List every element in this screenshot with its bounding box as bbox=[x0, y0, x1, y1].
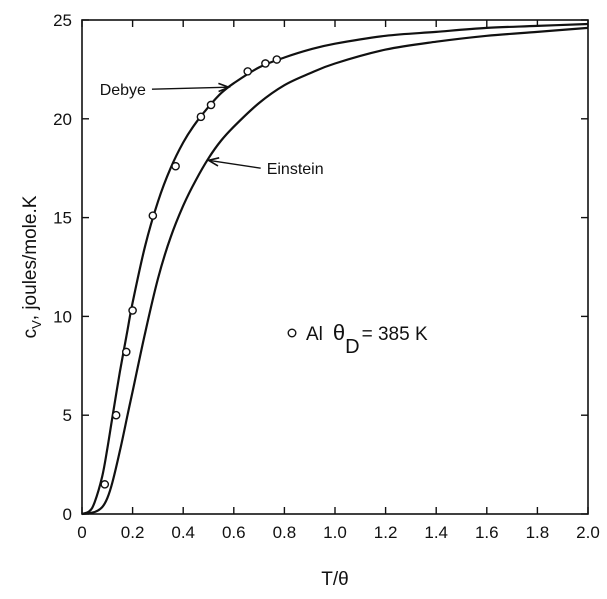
legend-label: Al θD= 385 K bbox=[306, 320, 428, 358]
y-tick-label: 5 bbox=[63, 406, 72, 425]
y-axis-label-main: c bbox=[20, 329, 41, 339]
x-tick-label: 0.2 bbox=[121, 523, 145, 542]
debye-curve bbox=[81, 22, 589, 516]
debye-label: Debye bbox=[100, 82, 146, 99]
y-axis-label-rest: , joules/mole.K bbox=[20, 195, 41, 320]
x-tick-label: 0.8 bbox=[273, 523, 297, 542]
y-axis-label: cV, joules/mole.K bbox=[20, 195, 44, 338]
y-tick-label: 15 bbox=[53, 209, 72, 228]
al-data-point bbox=[261, 59, 270, 68]
legend-value: = 385 K bbox=[362, 324, 428, 345]
y-axis-label-sub: V bbox=[29, 320, 44, 329]
plot-frame bbox=[81, 19, 589, 515]
legend-theta: θ bbox=[333, 320, 345, 345]
al-data-point bbox=[128, 306, 137, 315]
x-axis: 0 0.2 0.4 0.6 0.8 1.0 1.2 1.4 1.6 1.8 2.0 bbox=[77, 20, 600, 542]
einstein-label: Einstein bbox=[267, 161, 324, 178]
legend-element: Al bbox=[306, 324, 323, 345]
annotations: Debye Einstein bbox=[100, 82, 324, 178]
y-tick-label: 0 bbox=[63, 505, 72, 524]
einstein-curve bbox=[81, 26, 589, 516]
al-data-point bbox=[100, 480, 110, 489]
x-tick-label: 1.0 bbox=[323, 523, 347, 542]
al-data-point bbox=[272, 55, 282, 64]
x-tick-label: 1.8 bbox=[526, 523, 550, 542]
legend-theta-sub: D bbox=[345, 336, 359, 358]
x-tick-label: 1.2 bbox=[374, 523, 398, 542]
debye-arrow-head bbox=[218, 82, 231, 93]
x-axis-label: T/θ bbox=[321, 569, 348, 590]
debye-arrow-shaft bbox=[151, 86, 229, 90]
al-data-point bbox=[196, 112, 206, 122]
x-tick-label: 1.4 bbox=[424, 523, 448, 542]
al-data-point bbox=[148, 211, 158, 220]
series-layer bbox=[81, 22, 589, 516]
legend: Al θD= 385 K bbox=[287, 320, 428, 358]
legend-marker bbox=[287, 328, 297, 338]
einstein-arrow-shaft bbox=[208, 159, 261, 169]
al-data-point bbox=[206, 100, 216, 110]
data-markers bbox=[100, 55, 282, 489]
x-tick-label: 2.0 bbox=[576, 523, 600, 542]
al-data-point bbox=[121, 347, 131, 357]
einstein-arrow-head bbox=[206, 157, 220, 167]
y-tick-label: 25 bbox=[53, 11, 72, 30]
y-tick-label: 20 bbox=[53, 110, 72, 129]
al-data-point bbox=[111, 410, 121, 420]
x-tick-label: 0.6 bbox=[222, 523, 246, 542]
y-tick-label: 10 bbox=[53, 307, 72, 326]
al-data-point bbox=[171, 161, 180, 171]
al-data-point bbox=[243, 67, 253, 76]
x-tick-label: 0.4 bbox=[171, 523, 195, 542]
x-tick-label: 1.6 bbox=[475, 523, 499, 542]
x-tick-label: 0 bbox=[77, 523, 86, 542]
